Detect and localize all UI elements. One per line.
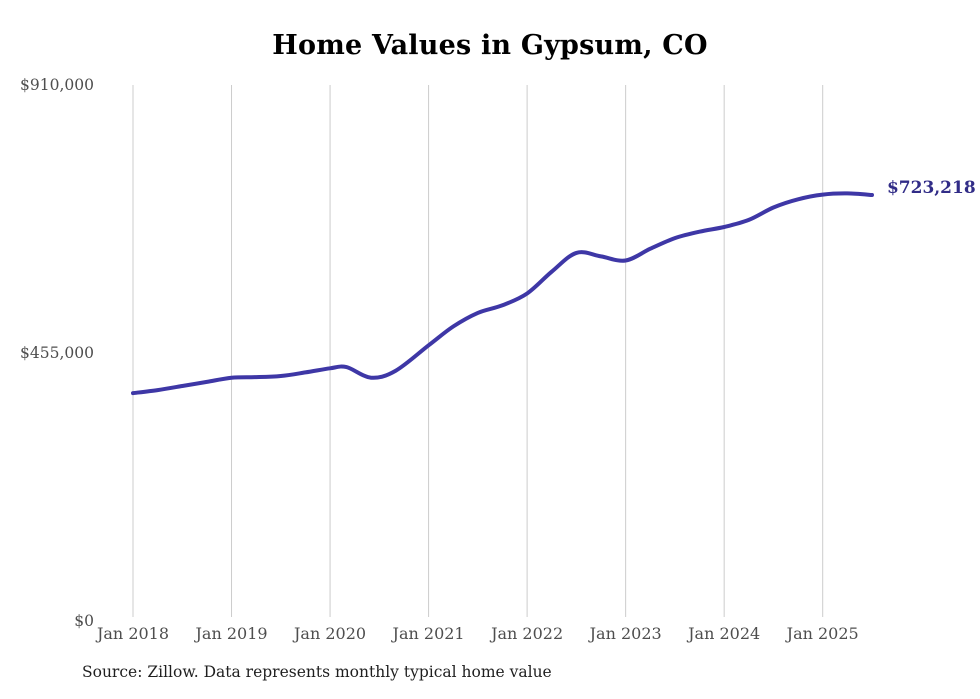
x-axis-tick-label: Jan 2024	[688, 624, 761, 643]
y-axis-tick-label: $910,000	[20, 76, 94, 94]
x-axis-tick-label: Jan 2019	[195, 624, 268, 643]
y-axis-tick-label: $455,000	[20, 344, 94, 362]
y-axis-tick-label: $0	[74, 612, 94, 630]
x-axis-tick-label: Jan 2021	[392, 624, 465, 643]
x-axis-tick-label: Jan 2020	[294, 624, 367, 643]
x-axis-tick-label: Jan 2018	[96, 624, 170, 643]
x-axis-tick-label: Jan 2022	[491, 624, 564, 643]
home-value-line	[131, 191, 874, 396]
x-axis-tick-label: Jan 2023	[589, 624, 662, 643]
chart-title: Home Values in Gypsum, CO	[272, 30, 708, 61]
source-note: Source: Zillow. Data represents monthly …	[82, 663, 552, 681]
current-value-label: $723,218	[886, 178, 976, 199]
x-axis-tick-label: Jan 2025	[786, 624, 859, 643]
